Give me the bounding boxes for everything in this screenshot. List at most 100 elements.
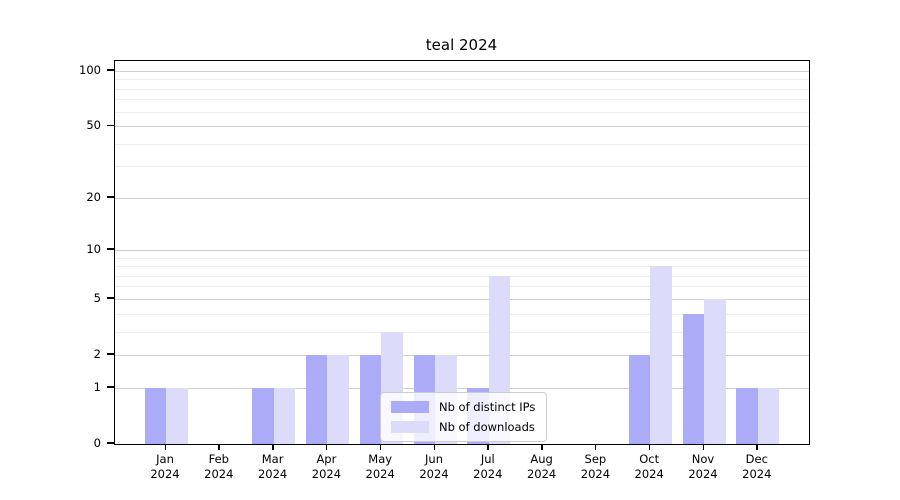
legend: Nb of distinct IPs Nb of downloads bbox=[380, 392, 548, 442]
bar-downloads bbox=[704, 298, 726, 444]
x-tick-mark bbox=[218, 443, 220, 450]
x-tick-year: 2024 bbox=[204, 467, 234, 481]
y-tick-label: 2 bbox=[93, 346, 101, 361]
x-tick-year: 2024 bbox=[311, 467, 342, 481]
x-tick-mark bbox=[541, 443, 543, 450]
legend-label-distinct-ips: Nb of distinct IPs bbox=[439, 400, 536, 414]
y-tick-mark bbox=[107, 196, 114, 198]
y-tick-mark bbox=[107, 124, 114, 127]
x-tick-mark bbox=[272, 443, 274, 450]
bar-distinct-ips bbox=[305, 354, 328, 444]
y-tick-mark bbox=[107, 297, 114, 299]
y-minor-gridline bbox=[115, 111, 809, 113]
x-tick-label: May 2024 bbox=[348, 452, 412, 483]
bar-downloads bbox=[650, 266, 672, 444]
x-tick-month: Apr bbox=[316, 451, 337, 466]
bar-distinct-ips bbox=[252, 387, 274, 444]
y-tick-label: 5 bbox=[93, 290, 101, 305]
x-tick-month: Jan bbox=[156, 451, 174, 466]
y-minor-gridline bbox=[115, 331, 809, 333]
y-minor-gridline bbox=[115, 266, 809, 268]
y-tick-mark bbox=[107, 386, 114, 388]
x-tick-month: Aug bbox=[530, 451, 553, 466]
y-major-gridline bbox=[115, 126, 809, 128]
x-tick-year: 2024 bbox=[688, 467, 718, 481]
x-tick-label: Apr 2024 bbox=[294, 452, 358, 483]
y-major-gridline bbox=[115, 249, 809, 251]
y-minor-gridline bbox=[115, 99, 809, 101]
bar-downloads bbox=[273, 387, 296, 444]
legend-item-downloads: Nb of downloads bbox=[391, 420, 535, 434]
x-tick-month: May bbox=[368, 451, 393, 466]
y-tick-label: 10 bbox=[86, 241, 101, 256]
x-tick-mark bbox=[325, 443, 328, 450]
y-minor-gridline bbox=[115, 79, 809, 81]
legend-item-distinct-ips: Nb of distinct IPs bbox=[391, 400, 535, 414]
x-tick-mark bbox=[164, 443, 166, 450]
y-minor-gridline bbox=[115, 166, 809, 168]
bar-distinct-ips bbox=[144, 387, 166, 444]
y-tick-label: 1 bbox=[93, 379, 101, 394]
y-minor-gridline bbox=[115, 88, 809, 90]
x-tick-mark bbox=[379, 443, 382, 450]
bar-distinct-ips bbox=[682, 313, 704, 444]
y-tick-mark bbox=[107, 442, 114, 444]
x-tick-year: 2024 bbox=[419, 467, 449, 481]
x-tick-mark bbox=[487, 443, 489, 450]
y-tick-label: 0 bbox=[93, 435, 101, 450]
x-tick-year: 2024 bbox=[365, 467, 395, 481]
x-tick-year: 2024 bbox=[742, 467, 772, 481]
x-tick-mark bbox=[594, 443, 597, 450]
bar-downloads bbox=[166, 387, 188, 444]
x-tick-year: 2024 bbox=[526, 467, 557, 481]
x-tick-month: Dec bbox=[745, 451, 768, 466]
bar-distinct-ips bbox=[628, 354, 651, 444]
y-tick-mark bbox=[107, 248, 114, 250]
x-tick-label: Jul 2024 bbox=[456, 452, 520, 483]
x-tick-month: Jun bbox=[425, 451, 443, 466]
y-major-gridline bbox=[115, 387, 809, 389]
x-tick-month: Nov bbox=[691, 451, 715, 466]
x-tick-label: Feb 2024 bbox=[187, 452, 251, 483]
legend-swatch-distinct-ips bbox=[391, 401, 429, 413]
x-tick-label: Oct 2024 bbox=[617, 452, 681, 483]
y-minor-gridline bbox=[115, 257, 809, 259]
x-tick-year: 2024 bbox=[634, 467, 664, 481]
x-tick-year: 2024 bbox=[473, 467, 503, 481]
legend-label-downloads: Nb of downloads bbox=[439, 420, 535, 434]
y-major-gridline bbox=[115, 354, 809, 356]
y-tick-label: 100 bbox=[79, 62, 101, 77]
x-tick-label: Mar 2024 bbox=[241, 452, 305, 483]
y-tick-mark bbox=[107, 69, 114, 71]
y-tick-mark bbox=[107, 353, 114, 355]
x-tick-month: Jul bbox=[480, 451, 495, 466]
y-tick-label: 50 bbox=[86, 118, 101, 133]
x-tick-label: Nov 2024 bbox=[671, 452, 735, 483]
bar-distinct-ips bbox=[359, 354, 382, 444]
x-tick-mark bbox=[756, 443, 758, 450]
x-tick-month: Oct bbox=[639, 451, 660, 466]
chart-title: teal 2024 bbox=[425, 36, 498, 54]
x-tick-mark bbox=[702, 443, 704, 450]
x-tick-label: Jun 2024 bbox=[402, 452, 466, 483]
x-tick-month: Feb bbox=[208, 451, 229, 466]
x-tick-month: Sep bbox=[584, 451, 607, 466]
y-major-gridline bbox=[115, 71, 809, 72]
x-tick-label: Jan 2024 bbox=[133, 452, 197, 483]
x-tick-label: Dec 2024 bbox=[725, 452, 789, 483]
bar-distinct-ips bbox=[736, 387, 758, 444]
x-tick-year: 2024 bbox=[580, 467, 611, 481]
x-tick-label: Aug 2024 bbox=[510, 452, 574, 483]
y-tick-label: 20 bbox=[86, 189, 101, 204]
legend-swatch-downloads bbox=[391, 421, 429, 433]
bar-downloads bbox=[757, 387, 780, 444]
y-minor-gridline bbox=[115, 275, 809, 277]
bar-downloads bbox=[327, 354, 349, 444]
x-tick-month: Mar bbox=[261, 451, 284, 466]
y-major-gridline bbox=[115, 197, 809, 199]
plot-area bbox=[114, 59, 810, 445]
x-tick-year: 2024 bbox=[257, 467, 288, 481]
y-minor-gridline bbox=[115, 143, 809, 145]
x-tick-year: 2024 bbox=[150, 467, 180, 481]
